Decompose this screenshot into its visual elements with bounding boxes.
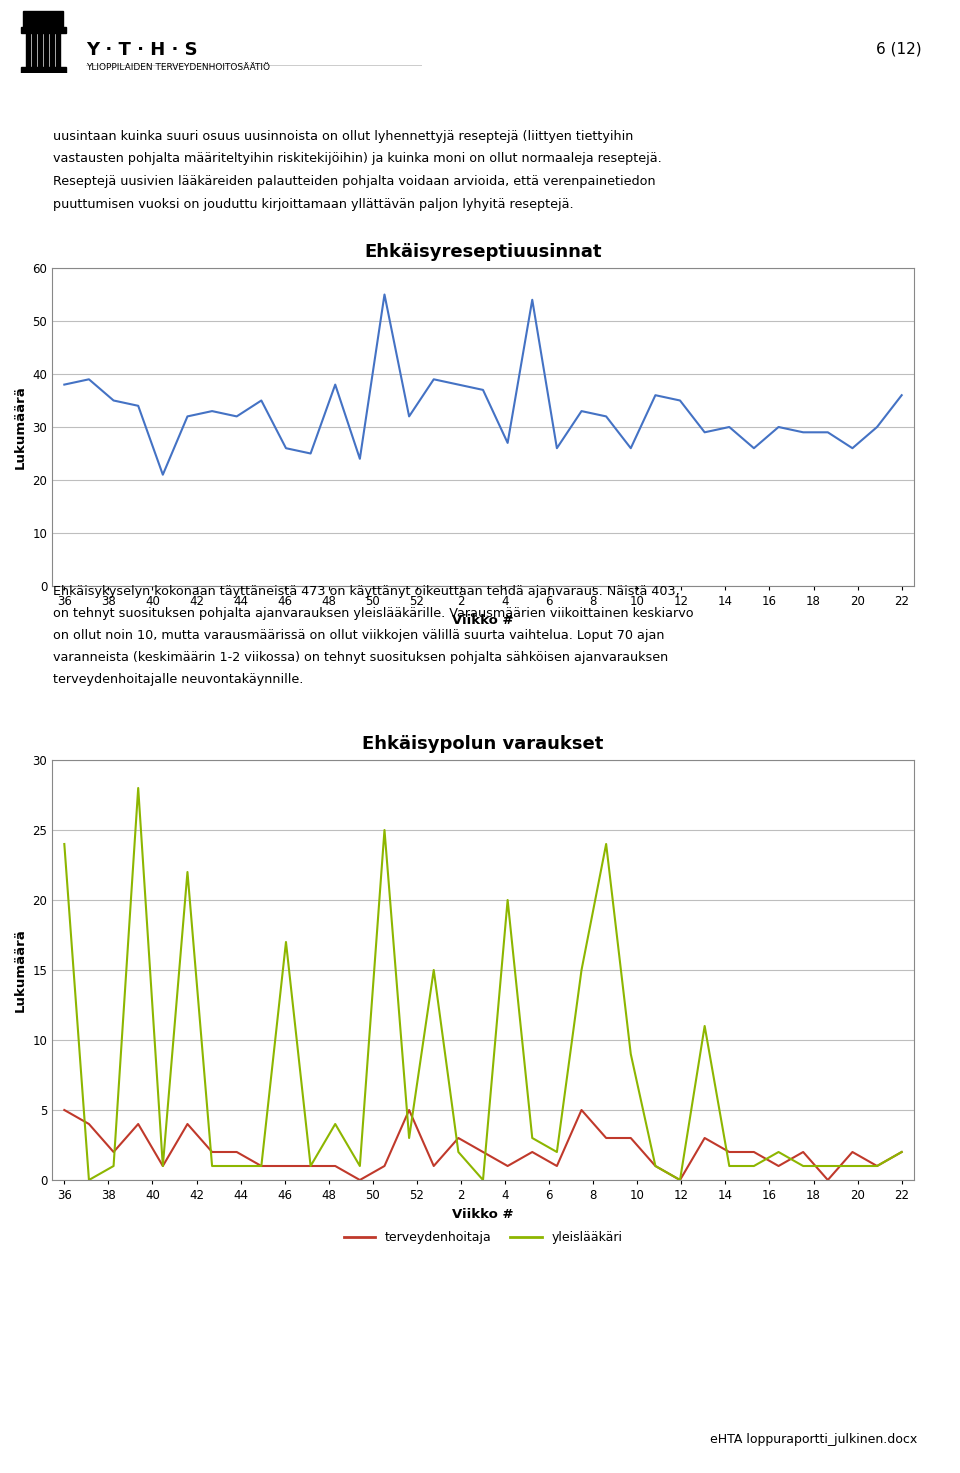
Text: Ehkäisykyselyn kokonaan täyttäneistä 473 on käyttänyt oikeuttaan tehdä ajanvarau: Ehkäisykyselyn kokonaan täyttäneistä 473…: [53, 585, 680, 598]
Bar: [26, 29, 30, 66]
Text: terveydenhoitajalle neuvontakäynnille.: terveydenhoitajalle neuvontakäynnille.: [53, 673, 303, 686]
Bar: [32, 29, 36, 66]
Bar: [56, 29, 60, 66]
Text: on tehnyt suosituksen pohjalta ajanvarauksen yleislääkärille. Varausmäärien viik: on tehnyt suosituksen pohjalta ajanvarau…: [53, 607, 693, 620]
Text: YLIOPPILAIDEN TERVEYDENHOITOSÄÄTIÖ: YLIOPPILAIDEN TERVEYDENHOITOSÄÄTIÖ: [86, 63, 271, 72]
Text: 6 (12): 6 (12): [876, 41, 922, 56]
Bar: [20, 27, 65, 32]
X-axis label: Viikko #: Viikko #: [452, 614, 514, 626]
Bar: [37, 29, 41, 66]
X-axis label: Viikko #: Viikko #: [452, 1208, 514, 1221]
Y-axis label: Lukumäärä: Lukumäärä: [13, 384, 27, 468]
Y-axis label: Lukumäärä: Lukumäärä: [13, 928, 27, 1012]
Text: varanneista (keskimäärin 1-2 viikossa) on tehnyt suosituksen pohjalta sähköisen : varanneista (keskimäärin 1-2 viikossa) o…: [53, 651, 668, 664]
Bar: [43, 29, 47, 66]
Text: uusintaan kuinka suuri osuus uusinnoista on ollut lyhennettyjä reseptejä (liitty: uusintaan kuinka suuri osuus uusinnoista…: [53, 130, 634, 143]
Text: Y · T · H · S: Y · T · H · S: [86, 41, 198, 59]
Title: Ehkäisypolun varaukset: Ehkäisypolun varaukset: [362, 735, 604, 753]
Bar: [20, 66, 65, 74]
Title: Ehkäisyreseptiuusinnat: Ehkäisyreseptiuusinnat: [364, 243, 602, 261]
Text: vastausten pohjalta määriteltyihin riskitekijöihin) ja kuinka moni on ollut norm: vastausten pohjalta määriteltyihin riski…: [53, 152, 661, 165]
Text: Reseptejä uusivien lääkäreiden palautteiden pohjalta voidaan arvioida, että vere: Reseptejä uusivien lääkäreiden palauttei…: [53, 175, 656, 189]
Legend: terveydenhoitaja, yleislääkäri: terveydenhoitaja, yleislääkäri: [339, 1227, 628, 1249]
Text: eHTA loppuraportti_julkinen.docx: eHTA loppuraportti_julkinen.docx: [709, 1433, 917, 1446]
Text: puuttumisen vuoksi on jouduttu kirjoittamaan yllättävän paljon lyhyitä reseptejä: puuttumisen vuoksi on jouduttu kirjoitta…: [53, 199, 573, 211]
Bar: [50, 29, 54, 66]
Text: on ollut noin 10, mutta varausmäärissä on ollut viikkojen välillä suurta vaihtel: on ollut noin 10, mutta varausmäärissä o…: [53, 629, 664, 642]
Bar: [23, 10, 63, 28]
